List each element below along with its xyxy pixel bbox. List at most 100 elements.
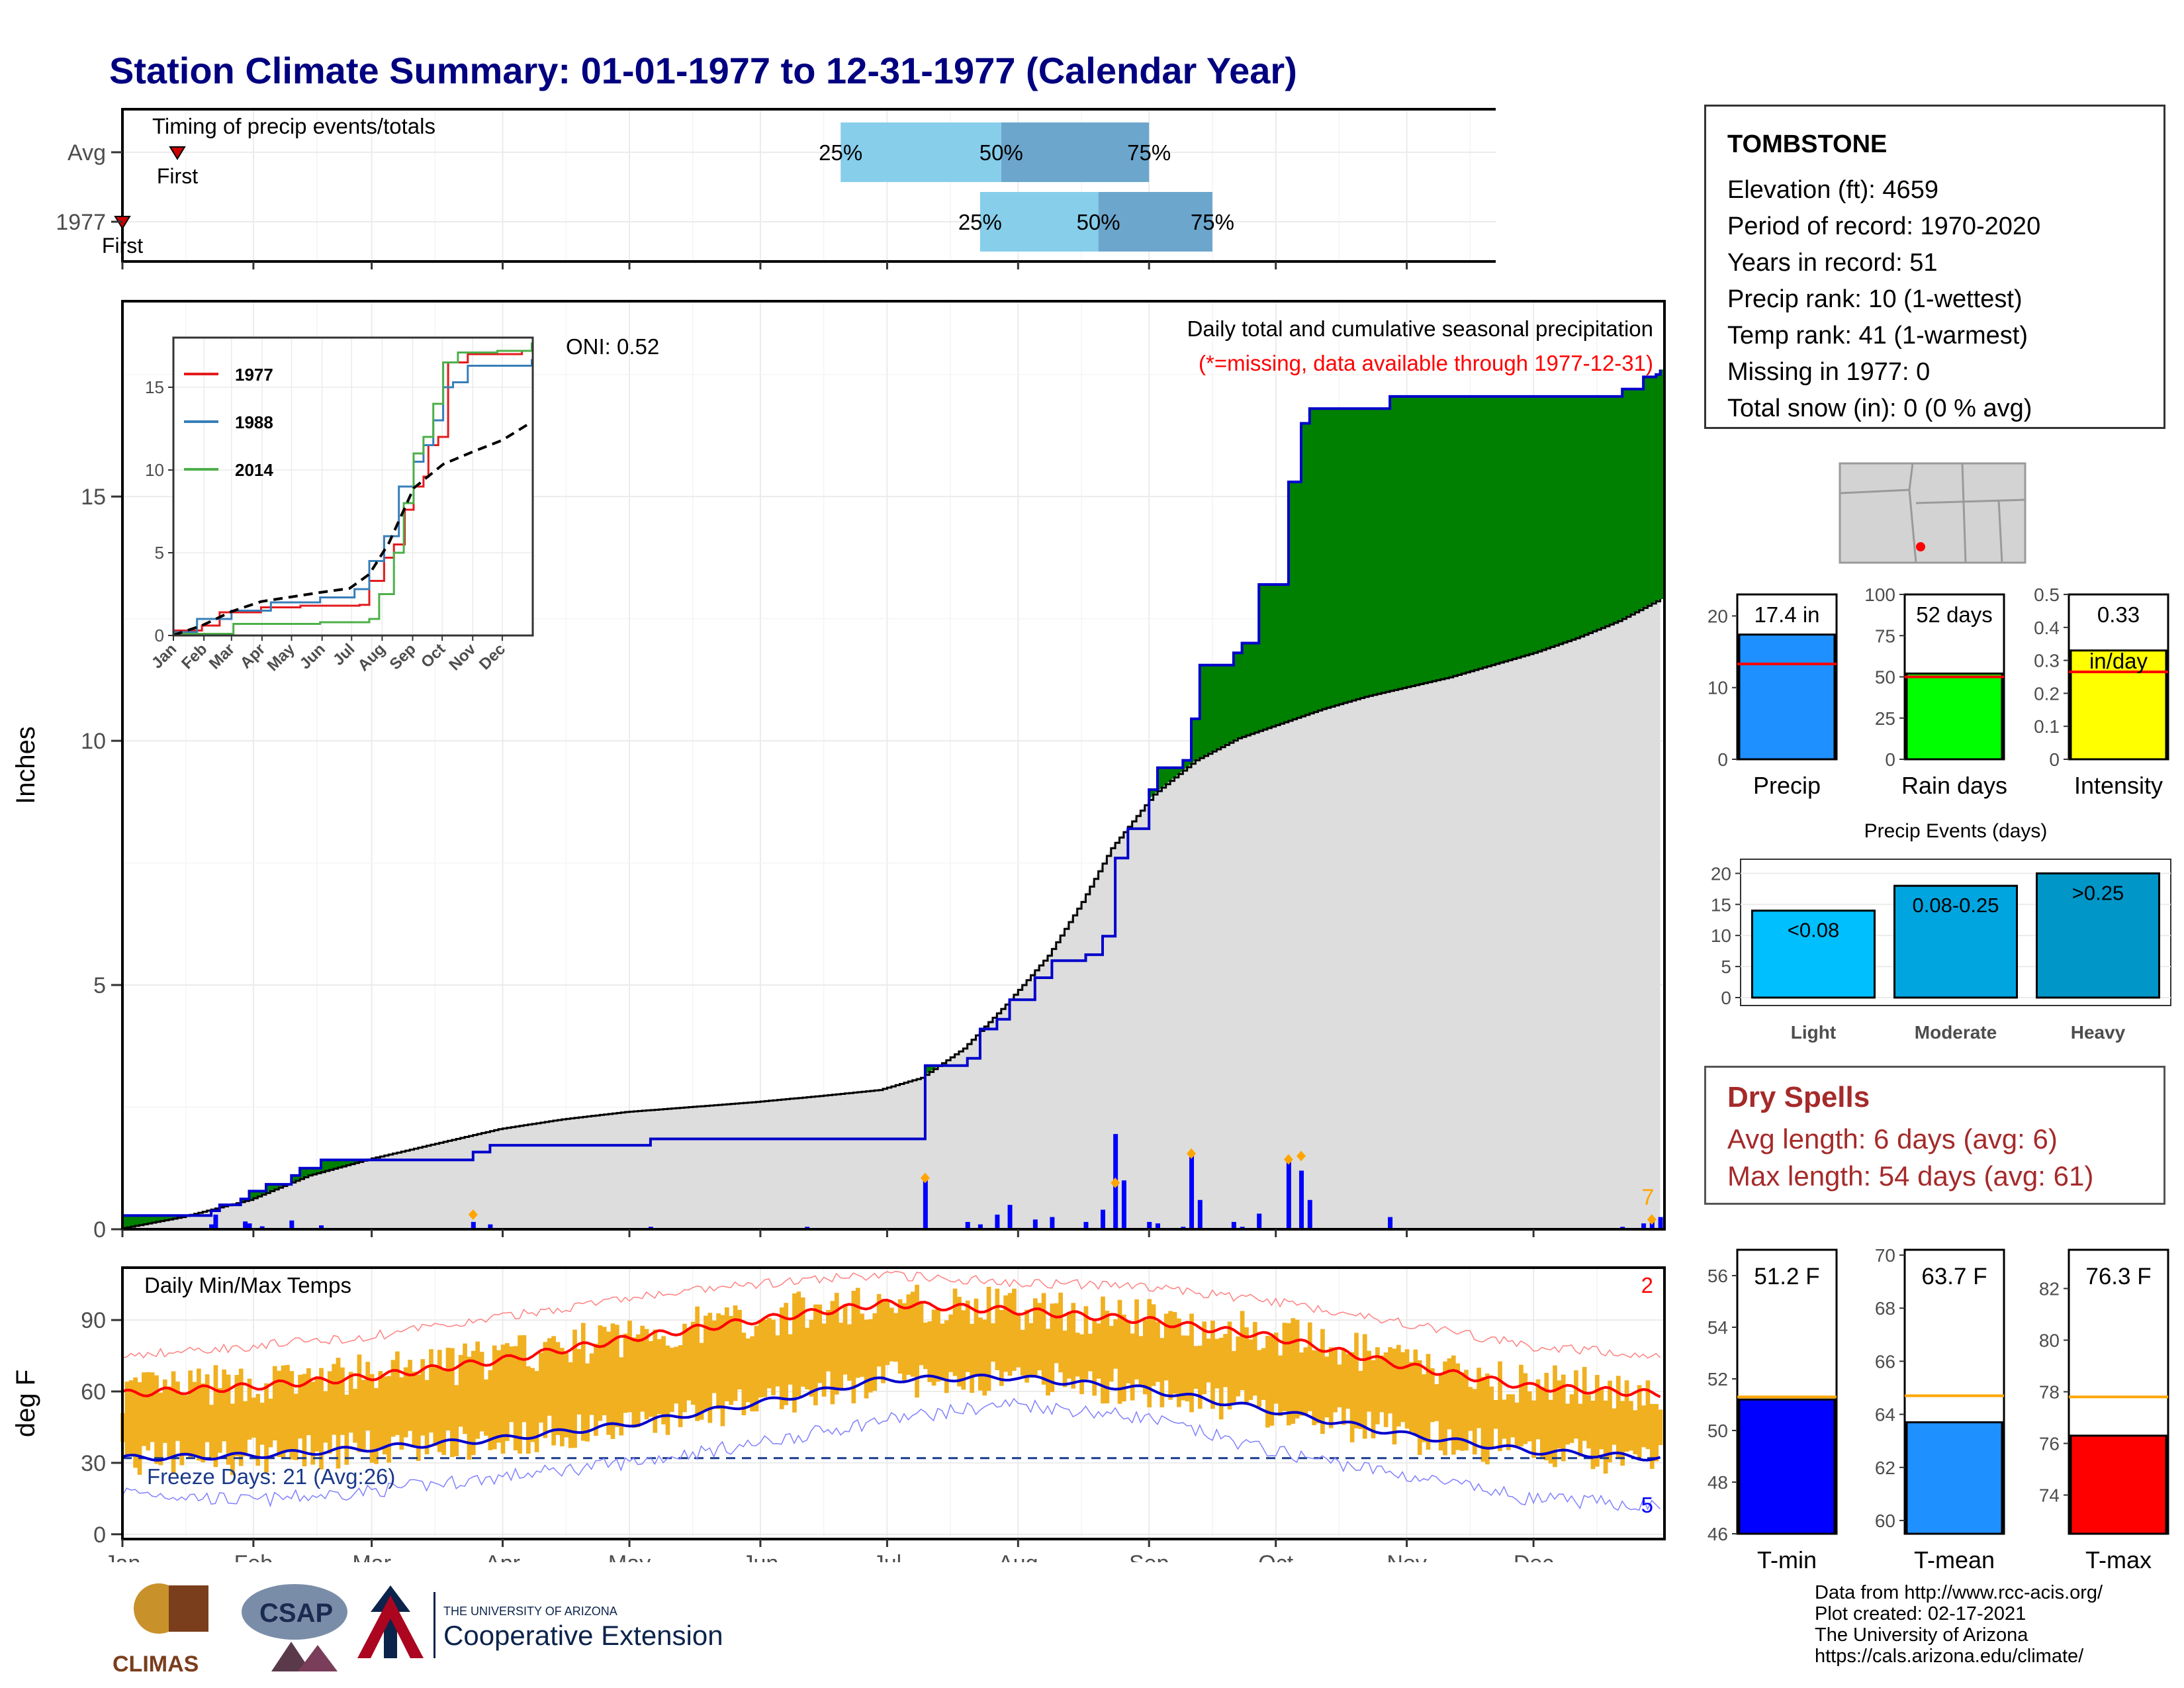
daily-temp-bar — [1354, 1333, 1359, 1429]
daily-temp-bar — [197, 1368, 201, 1461]
timing-chart: 25%50%75%FirstLastAvg25%50%75%FirstLast1… — [56, 108, 1496, 269]
diff-fill — [1546, 396, 1551, 649]
daily-temp-bar — [1232, 1350, 1236, 1403]
panel-y-tick-label: 100 — [1864, 585, 1895, 605]
daily-temp-bar — [1214, 1338, 1220, 1389]
diff-fill — [1449, 396, 1454, 678]
diff-fill — [1500, 396, 1505, 663]
diff-fill — [1486, 396, 1492, 667]
inset-x-tick-label: Oct — [418, 640, 449, 671]
daily-precip-bar — [1189, 1156, 1195, 1229]
daily-temp-bar — [1658, 1409, 1663, 1446]
daily-temp-bar — [1392, 1348, 1397, 1445]
timing-pct-label: 50% — [1077, 210, 1120, 234]
diff-fill — [1571, 396, 1576, 640]
diff-fill — [1165, 767, 1171, 784]
diff-fill — [1605, 396, 1610, 627]
daily-temp-bar — [1087, 1333, 1093, 1372]
diff-fill — [1533, 396, 1539, 653]
panel-y-tick-label: 0 — [1721, 988, 1731, 1008]
panel-value-label: 0.33 — [2097, 602, 2140, 627]
diff-fill — [240, 1199, 246, 1202]
timing-pct-label: 75% — [1191, 210, 1234, 234]
diff-fill — [1208, 665, 1213, 754]
daily-temp-bar — [1379, 1355, 1385, 1413]
diff-fill — [1424, 396, 1429, 684]
daily-temp-bar — [1409, 1362, 1414, 1432]
dry-spells-box: Dry Spells Avg length: 6 days (avg: 6) M… — [1704, 1066, 2165, 1205]
inset-y-tick-label: 10 — [145, 460, 164, 480]
daily-temp-bar — [1244, 1327, 1249, 1405]
event-marker — [1187, 1148, 1197, 1159]
diff-fill — [148, 1215, 153, 1224]
daily-temp-bar — [576, 1348, 582, 1415]
diff-fill — [1322, 408, 1328, 710]
x-tick-label: Jun — [743, 1551, 779, 1562]
daily-temp-bar — [162, 1379, 167, 1443]
daily-temp-bar — [952, 1288, 958, 1376]
diff-fill — [1428, 396, 1433, 682]
daily-temp-bar — [881, 1299, 886, 1383]
daily-temp-bar — [395, 1351, 400, 1435]
daily-temp-bar — [1278, 1355, 1283, 1417]
diff-fill — [130, 1215, 136, 1227]
daily-precip-bar — [1100, 1209, 1105, 1229]
diff-fill — [139, 1215, 144, 1225]
daily-temp-bar — [1151, 1304, 1156, 1386]
diff-fill — [1280, 584, 1285, 724]
daily-temp-bar — [602, 1327, 607, 1415]
diff-fill — [1275, 584, 1281, 726]
station-name: TOMBSTONE — [1727, 130, 1888, 158]
diff-fill — [1461, 396, 1467, 674]
daily-temp-bar — [704, 1315, 708, 1410]
daily-temp-bar — [847, 1324, 852, 1381]
daily-temp-bar — [209, 1405, 214, 1460]
daily-temp-bar — [1654, 1403, 1659, 1462]
daily-temp-bar — [259, 1403, 265, 1445]
diff-fill — [316, 1168, 322, 1174]
daily-temp-bar — [1468, 1387, 1473, 1431]
daily-temp-bar — [1083, 1306, 1089, 1380]
panel-y-tick-label: 70 — [1875, 1245, 1895, 1266]
daily-temp-bar — [1003, 1295, 1008, 1372]
daily-temp-bar — [915, 1284, 919, 1398]
daily-temp-bar — [1608, 1380, 1612, 1463]
timing-row-label: 1977 — [56, 210, 106, 235]
diff-fill — [1351, 408, 1357, 701]
daily-temp-bar — [348, 1372, 353, 1433]
daily-temp-bar — [809, 1319, 814, 1397]
daily-temp-bar — [1138, 1336, 1144, 1385]
daily-temp-bar — [403, 1367, 408, 1438]
daily-temp-bar — [192, 1382, 197, 1456]
daily-temp-bar — [458, 1354, 463, 1427]
inset-x-tick-label: Mar — [206, 640, 238, 673]
daily-temp-bar — [1024, 1309, 1029, 1383]
precip-events-chart: 0 5 10 15 20 <0.08 Light 0.08-0.25 Moderate >0.25… — [1711, 820, 2171, 1043]
daily-temp-bar — [585, 1363, 590, 1442]
daily-temp-bar — [302, 1374, 307, 1467]
diff-fill — [1271, 584, 1277, 727]
diff-fill — [253, 1191, 259, 1199]
station-missing: Missing in 1977: 0 — [1727, 358, 1931, 386]
daily-temp-bar — [957, 1296, 962, 1387]
daily-temp-bar — [1092, 1321, 1097, 1396]
y-tick-label: 5 — [93, 973, 106, 998]
daily-temp-bar — [1624, 1380, 1629, 1452]
daily-temp-bar — [205, 1374, 210, 1442]
event-bar-label: <0.08 — [1788, 919, 1839, 942]
x-tick-label: Jul — [873, 1551, 901, 1562]
panel-bar — [1905, 1421, 2003, 1535]
x-tick-label: Oct — [1258, 1551, 1293, 1562]
daily-temp-bar — [1252, 1322, 1257, 1396]
diff-fill — [135, 1215, 140, 1226]
panel-value-label: 63.7 F — [1921, 1264, 1987, 1289]
diff-fill — [1153, 789, 1158, 795]
panel-value-label: 76.3 F — [2085, 1264, 2151, 1289]
daily-temp-bar — [1633, 1410, 1638, 1454]
daily-temp-bar — [1261, 1348, 1266, 1400]
y-tick-label: 0 — [93, 1217, 106, 1238]
panel-y-tick-label: 74 — [2039, 1485, 2060, 1506]
daily-temp-bar — [690, 1321, 696, 1405]
diff-fill — [1432, 396, 1437, 682]
precip-subtitle: (*=missing, data available through 1977-… — [1199, 351, 1653, 375]
